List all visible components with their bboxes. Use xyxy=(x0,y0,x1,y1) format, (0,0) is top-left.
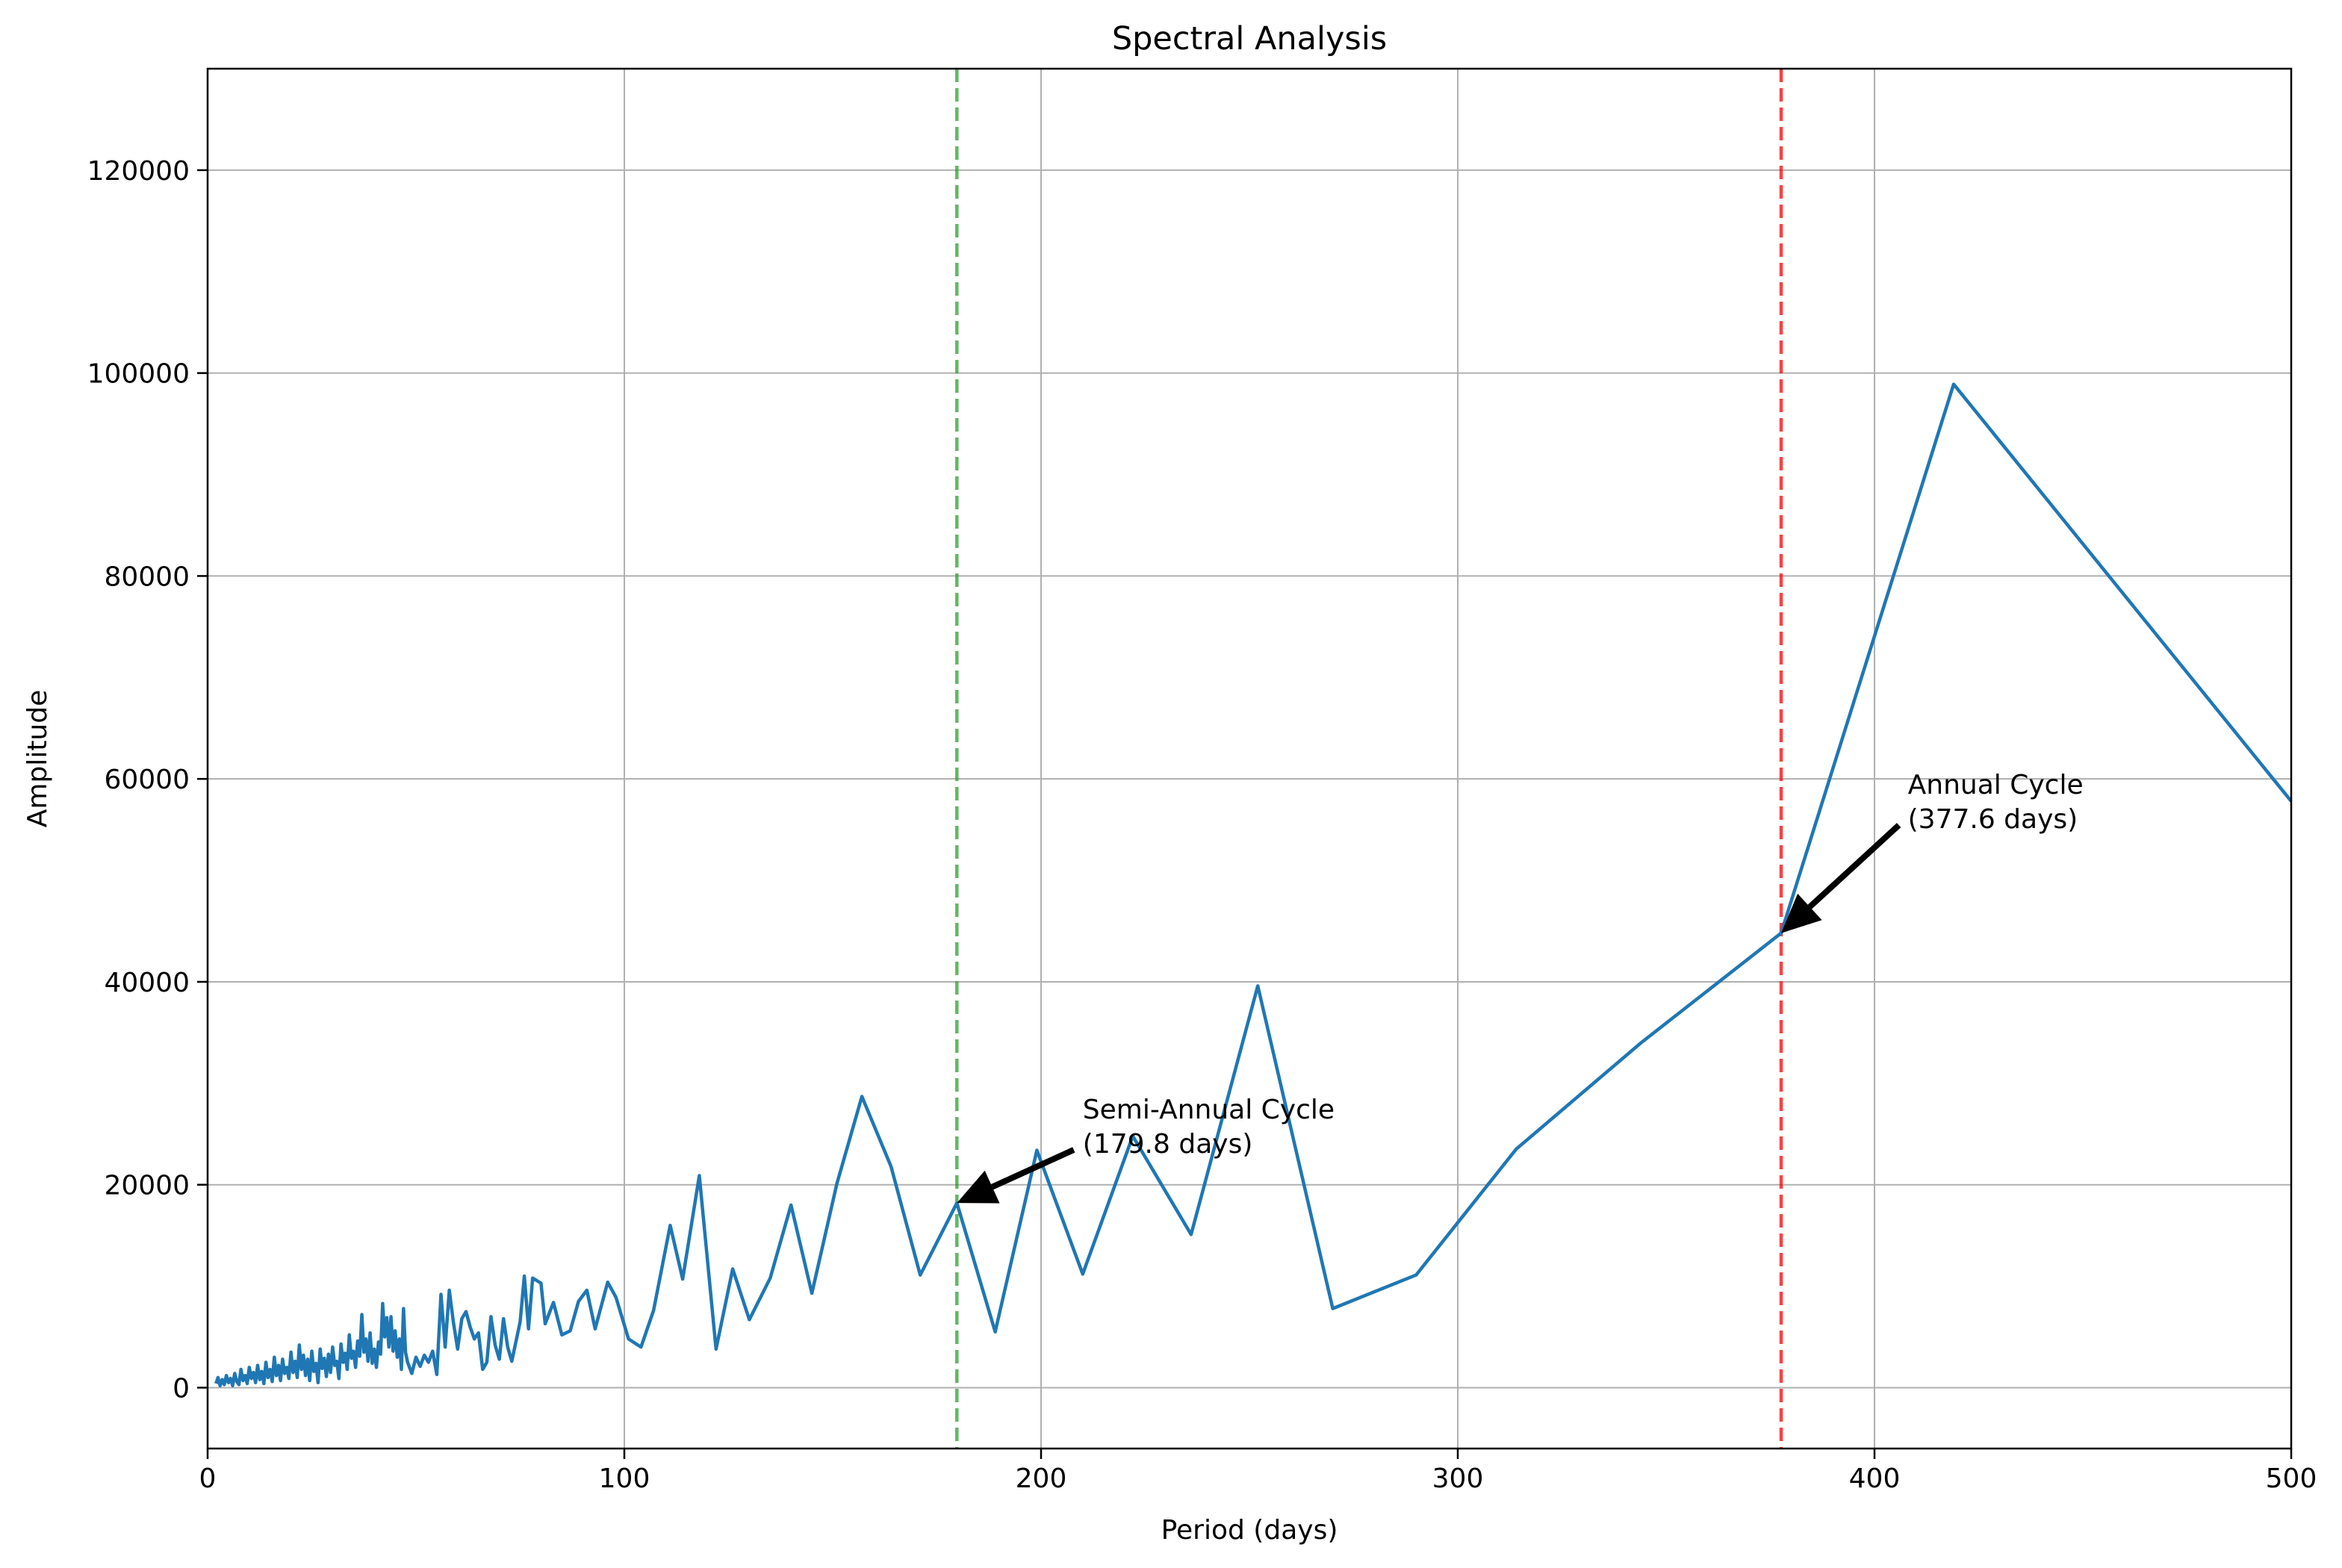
y-tick-label: 0 xyxy=(173,1373,190,1404)
x-axis-label: Period (days) xyxy=(1161,1515,1338,1546)
x-tick-label: 0 xyxy=(199,1463,217,1494)
y-tick-label: 20000 xyxy=(104,1171,190,1201)
annotation-arrow-shaft xyxy=(990,1147,1075,1190)
x-tick-label: 200 xyxy=(1016,1463,1067,1494)
x-tick-label: 300 xyxy=(1432,1463,1484,1494)
series-group xyxy=(214,382,2291,1388)
series-line xyxy=(214,382,2291,1388)
plot-frame xyxy=(206,67,2293,1450)
x-tick-label: 100 xyxy=(599,1463,650,1494)
grid xyxy=(207,69,2292,1449)
y-axis-label: Amplitude xyxy=(22,690,53,827)
annotation-text: (377.6 days) xyxy=(1908,804,2078,835)
annotation-text: Annual Cycle xyxy=(1908,770,2084,800)
x-tick-label: 400 xyxy=(1849,1463,1901,1494)
y-tick-label: 40000 xyxy=(104,968,190,998)
y-tick-label: 60000 xyxy=(104,765,190,795)
chart-title: Spectral Analysis xyxy=(1112,20,1387,57)
y-tick-label: 80000 xyxy=(104,561,190,592)
ticks: 0 100 200 300 400 500 0 20000 40000 60000 80000 100… xyxy=(87,156,2317,1494)
annotation-text: Semi-Annual Cycle xyxy=(1083,1095,1335,1125)
y-tick-label: 100000 xyxy=(87,359,190,390)
reference-lines xyxy=(955,69,1783,1449)
annotations: Semi-Annual Cycle (179.8 days) Annual Cycl… xyxy=(957,770,2084,1204)
annotation-text: (179.8 days) xyxy=(1083,1129,1253,1160)
annotation-arrow-shaft xyxy=(1807,823,1901,909)
annotation-arrow-head xyxy=(1781,893,1822,933)
x-tick-label: 500 xyxy=(2266,1463,2317,1494)
annotation-arrow-head xyxy=(957,1170,1000,1204)
plot-area xyxy=(208,69,2291,1449)
y-tick-label: 120000 xyxy=(87,156,190,187)
